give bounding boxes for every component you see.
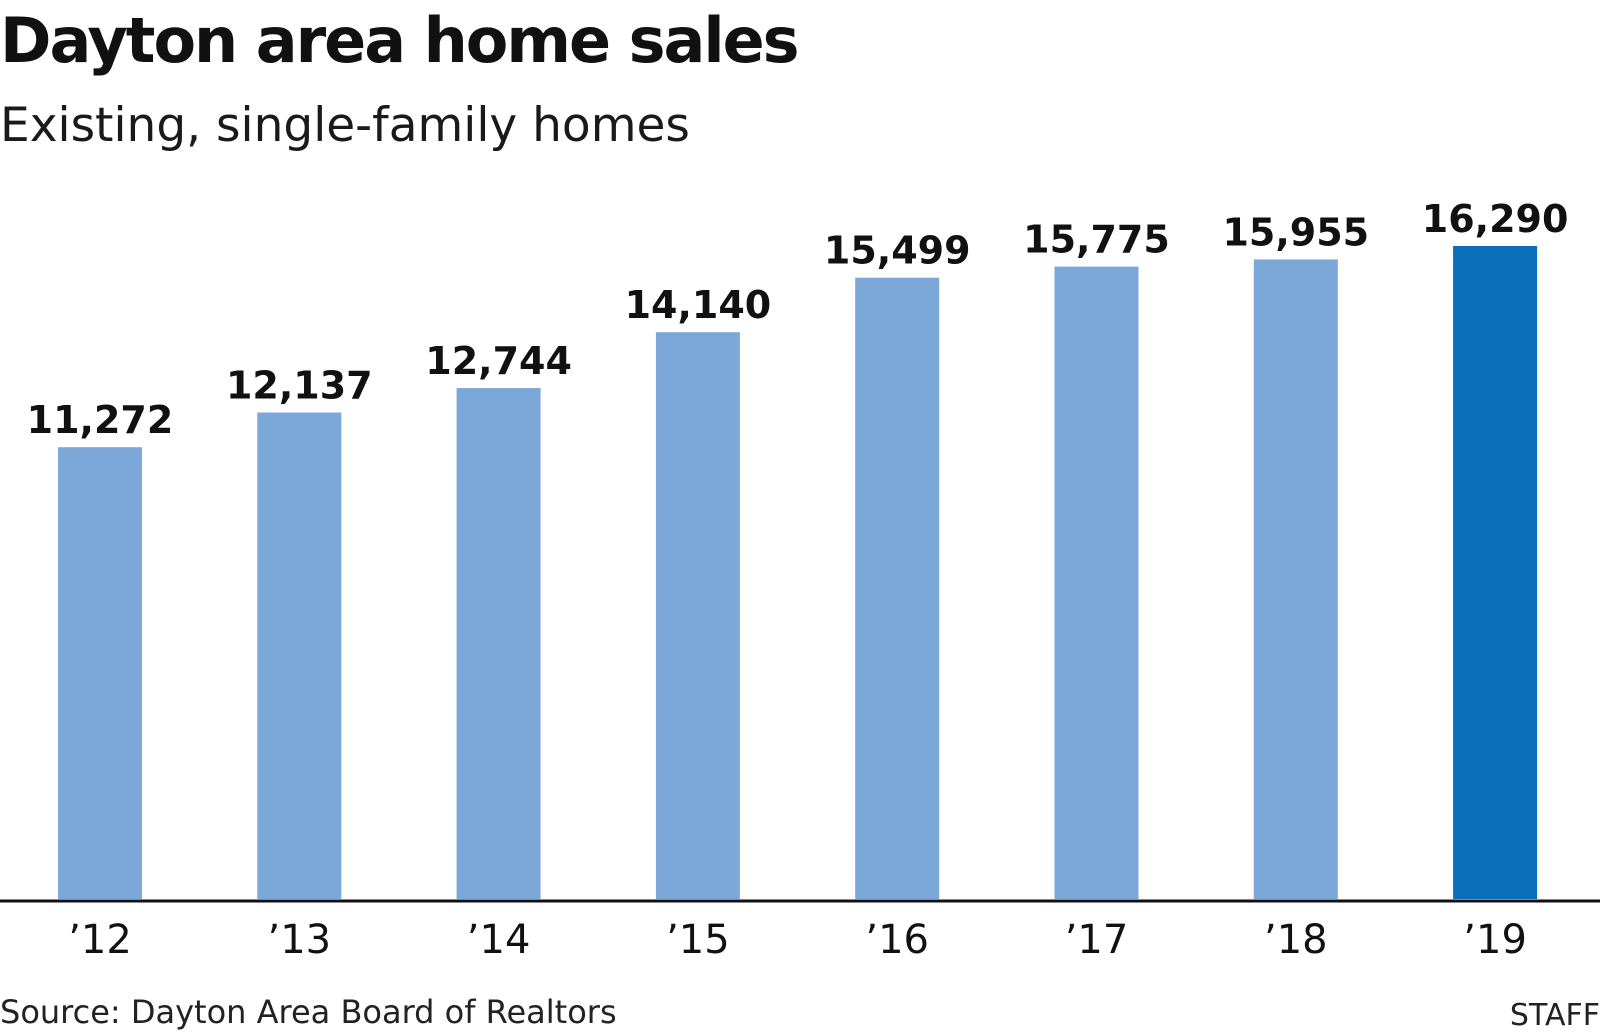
credit-note: STAFF xyxy=(1509,998,1600,1033)
value-label-3: 14,140 xyxy=(625,283,772,327)
value-label-7: 16,290 xyxy=(1422,197,1569,241)
x-tick-label-6: ’18 xyxy=(1264,917,1328,963)
bar-4 xyxy=(855,277,940,899)
x-tick-label-0: ’12 xyxy=(68,917,132,963)
bar-5 xyxy=(1054,266,1139,900)
bar-6 xyxy=(1253,259,1338,899)
x-tick-label-7: ’19 xyxy=(1463,917,1527,963)
value-label-6: 15,955 xyxy=(1222,210,1369,254)
bar-1 xyxy=(257,412,342,899)
bar-0 xyxy=(58,447,142,899)
value-label-5: 15,775 xyxy=(1023,218,1170,262)
bars-group xyxy=(58,246,1538,900)
x-tick-label-2: ’14 xyxy=(467,917,531,963)
value-labels-group: 11,272 12,137 12,744 14,140 15,499 15,775 15,9… xyxy=(27,197,1569,442)
value-label-0: 11,272 xyxy=(27,398,174,442)
chart-subtitle: Existing, single-family homes xyxy=(0,98,690,153)
source-note: Source: Dayton Area Board of Realtors xyxy=(0,993,617,1031)
x-tick-label-5: ’17 xyxy=(1065,917,1129,963)
x-tick-label-1: ’13 xyxy=(267,917,331,963)
value-label-4: 15,499 xyxy=(824,229,971,273)
bar-2 xyxy=(456,388,541,899)
value-label-2: 12,744 xyxy=(425,339,572,383)
x-tick-label-4: ’16 xyxy=(865,917,929,963)
x-tick-label-3: ’15 xyxy=(666,917,730,963)
bar-7 xyxy=(1453,246,1538,899)
x-axis-tick-labels: ’12 ’13 ’14 ’15 ’16 ’17 ’18 ’19 xyxy=(68,917,1527,963)
bar-3 xyxy=(655,332,740,899)
value-label-1: 12,137 xyxy=(226,364,373,408)
chart-title: Dayton area home sales xyxy=(0,4,800,77)
